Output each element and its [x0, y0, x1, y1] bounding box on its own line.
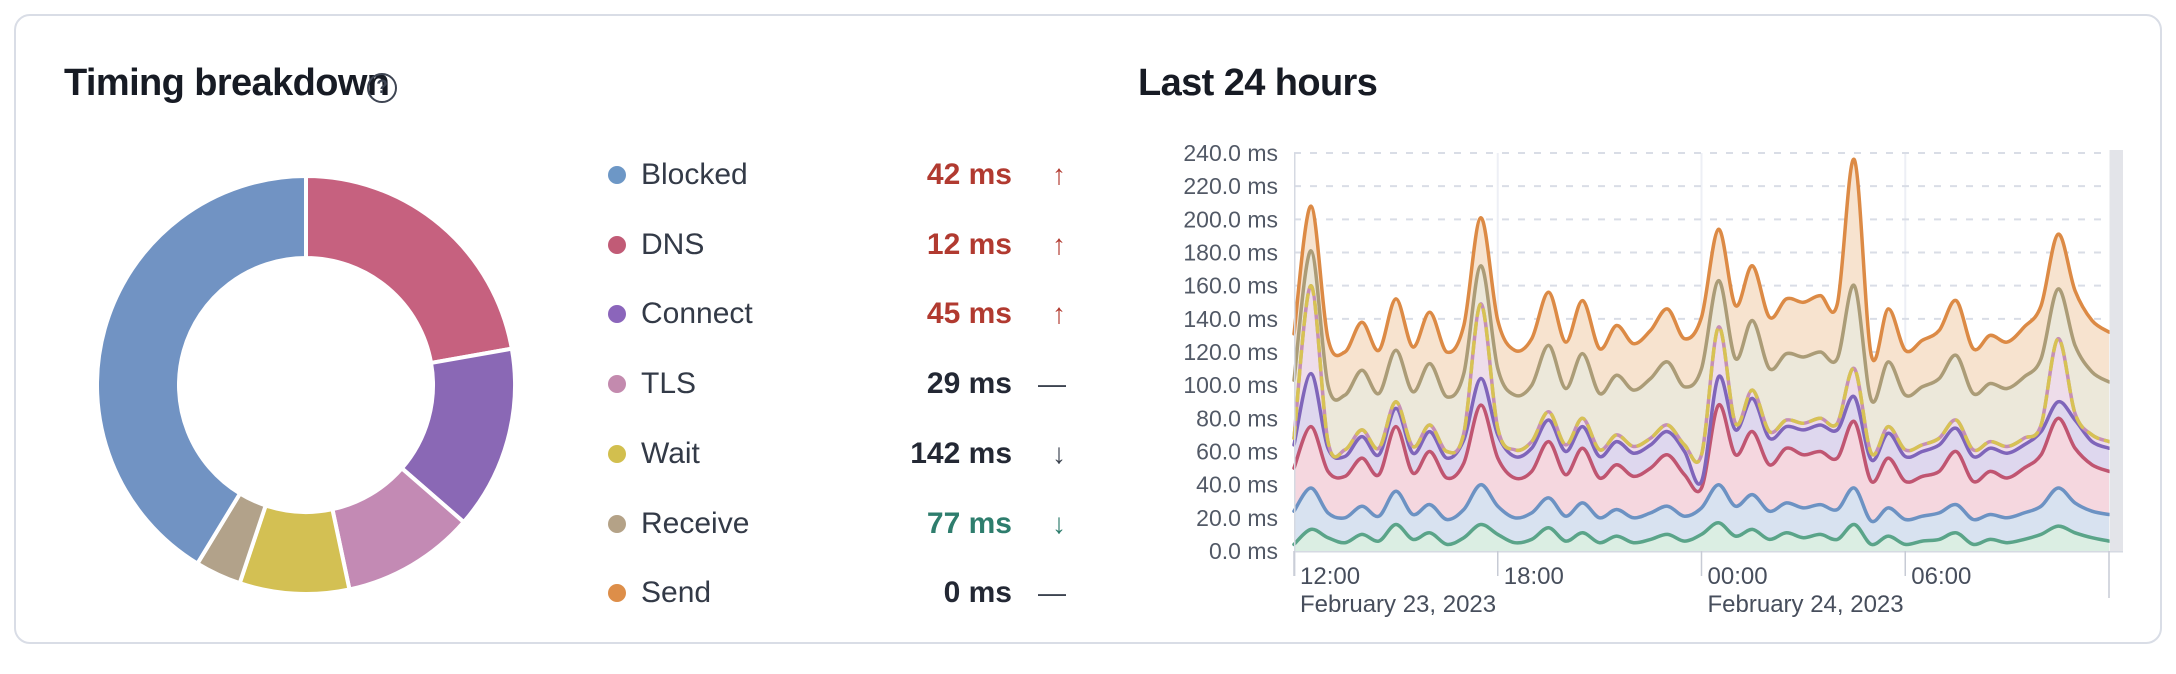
- legend-value: 29 ms: [926, 367, 1012, 401]
- dashboard-page: { "card": { "left_title": "Timing breakd…: [14, 14, 2162, 644]
- legend-label: Send: [641, 576, 712, 610]
- blocked-dot-icon: [608, 166, 626, 184]
- y-tick-label: 180.0 ms: [1183, 240, 1278, 266]
- legend-label: Connect: [641, 297, 753, 331]
- x-date-label: February 24, 2023: [1708, 591, 1904, 618]
- connect-dot-icon: [608, 305, 626, 324]
- series-lines: [1292, 157, 2111, 547]
- legend-value: 77 ms: [926, 506, 1012, 540]
- trend-flat-icon: —: [1038, 577, 1066, 609]
- line-send: [1292, 157, 2111, 363]
- y-tick-label: 100.0 ms: [1183, 372, 1278, 398]
- legend-value: 12 ms: [926, 227, 1012, 261]
- legend-row-dns[interactable]: DNS 12 ms ↑: [608, 225, 1066, 265]
- timing-donut-chart[interactable]: [95, 173, 517, 596]
- legend-row-tls[interactable]: TLS 29 ms —: [608, 364, 1066, 404]
- legend-label: Wait: [641, 436, 700, 470]
- legend-label: Receive: [641, 506, 750, 540]
- legend-row-wait[interactable]: Wait 142 ms ↓: [608, 434, 1066, 474]
- trend-up-icon: ↑: [1052, 228, 1066, 260]
- legend-value: 42 ms: [926, 158, 1012, 191]
- timeseries-svg: 0.0 ms 20.0 ms 40.0 ms 60.0 ms 80.0 ms 100.0 …: [1183, 140, 2123, 618]
- line-dns: [1292, 403, 2111, 494]
- y-tick-label: 160.0 ms: [1183, 273, 1278, 299]
- donut-svg: [95, 173, 517, 596]
- trend-up-icon: ↑: [1052, 298, 1066, 330]
- timing-legend: Blocked 42 ms ↑ DNS 12 ms ↑ Connect 45 m…: [608, 16, 1066, 674]
- tls-dot-icon: [608, 375, 626, 394]
- line-wait-dashed: [1292, 283, 2111, 464]
- legend-value: 142 ms: [910, 436, 1012, 470]
- axes: [1293, 153, 2123, 598]
- area-baseline: [1294, 522, 2109, 551]
- legend-row-send[interactable]: Send 0 ms —: [608, 573, 1066, 613]
- line-blocked: [1292, 482, 2111, 524]
- legend-label: DNS: [641, 227, 705, 261]
- y-tick-label: 140.0 ms: [1183, 306, 1278, 332]
- y-tick-label: 240.0 ms: [1183, 140, 1278, 166]
- trend-down-icon: ↓: [1052, 437, 1066, 469]
- last-24-hours-title: Last 24 hours: [1138, 62, 1378, 104]
- x-tick-label: 00:00: [1708, 563, 1768, 590]
- help-icon[interactable]: ?: [367, 73, 397, 103]
- last-24-hours-chart[interactable]: 0.0 ms 20.0 ms 40.0 ms 60.0 ms 80.0 ms 100.0 …: [1166, 106, 2176, 652]
- y-tick-label: 220.0 ms: [1183, 173, 1278, 199]
- send-dot-icon: [608, 584, 626, 603]
- y-tick-label: 60.0 ms: [1196, 439, 1278, 465]
- donut-segment-dns[interactable]: [304, 173, 515, 366]
- y-tick-label: 200.0 ms: [1183, 206, 1278, 232]
- trend-flat-icon: —: [1038, 368, 1066, 400]
- legend-value: 0 ms: [943, 576, 1012, 610]
- receive-dot-icon: [608, 514, 626, 533]
- wait-dot-icon: [608, 444, 626, 463]
- y-tick-label: 0.0 ms: [1209, 538, 1278, 564]
- trend-up-icon: ↑: [1052, 159, 1066, 190]
- y-tick-label: 80.0 ms: [1196, 405, 1278, 431]
- x-tick-label: 12:00: [1300, 563, 1360, 590]
- line-baseline: [1292, 521, 2111, 547]
- y-tick-label: 20.0 ms: [1196, 505, 1278, 531]
- x-date-label: February 23, 2023: [1300, 591, 1496, 618]
- timing-breakdown-card: Timing breakdown ? Last 24 hours Blocked…: [14, 14, 2162, 644]
- legend-row-connect[interactable]: Connect 45 ms ↑: [608, 294, 1066, 334]
- legend-value: 45 ms: [926, 297, 1012, 331]
- now-marker-bar: [2109, 150, 2123, 552]
- donut-segment-blocked[interactable]: [95, 173, 308, 567]
- line-connect: [1292, 371, 2111, 486]
- y-tick-label: 40.0 ms: [1196, 472, 1278, 498]
- legend-row-blocked[interactable]: Blocked 42 ms ↑: [608, 155, 1066, 195]
- legend-label: TLS: [641, 367, 697, 401]
- trend-down-icon: ↓: [1052, 507, 1066, 539]
- x-tick-label: 06:00: [1911, 563, 1971, 590]
- y-tick-label: 120.0 ms: [1183, 339, 1278, 365]
- dns-dot-icon: [608, 235, 626, 254]
- x-tick-label: 18:00: [1504, 563, 1564, 590]
- legend-row-receive[interactable]: Receive 77 ms ↓: [608, 504, 1066, 544]
- legend-label: Blocked: [641, 158, 748, 191]
- y-axis-labels: 0.0 ms 20.0 ms 40.0 ms 60.0 ms 80.0 ms 100.0 …: [1183, 140, 1278, 564]
- timing-breakdown-title: Timing breakdown: [64, 62, 390, 104]
- line-receive: [1292, 249, 2111, 404]
